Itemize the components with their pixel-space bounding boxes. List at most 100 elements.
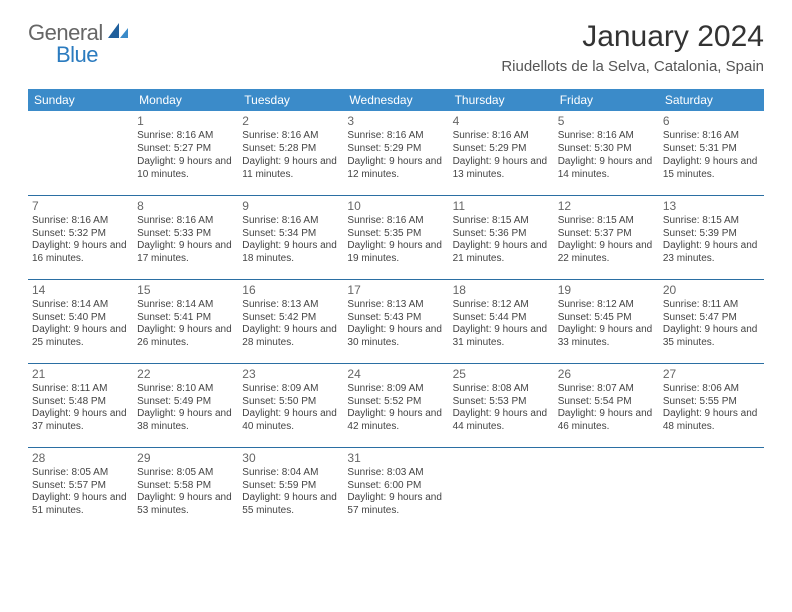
calendar-day-cell: 25Sunrise: 8:08 AMSunset: 5:53 PMDayligh… [449,363,554,447]
day-info-line: Sunset: 5:34 PM [242,228,339,241]
day-info-line: Daylight: 9 hours and 25 minutes. [32,324,129,350]
day-info-line: Sunset: 5:49 PM [137,396,234,409]
day-number: 27 [663,367,760,382]
calendar-day-cell: 14Sunrise: 8:14 AMSunset: 5:40 PMDayligh… [28,279,133,363]
day-info-line: Daylight: 9 hours and 18 minutes. [242,240,339,266]
day-info-line: Daylight: 9 hours and 33 minutes. [558,324,655,350]
day-info-line: Sunset: 5:50 PM [242,396,339,409]
day-info-line: Sunrise: 8:15 AM [453,215,550,228]
day-info-line: Sunset: 5:48 PM [32,396,129,409]
day-info-line: Sunset: 5:58 PM [137,480,234,493]
day-info-line: Sunset: 5:29 PM [453,143,550,156]
day-info-line: Daylight: 9 hours and 10 minutes. [137,156,234,182]
calendar-week-row: 21Sunrise: 8:11 AMSunset: 5:48 PMDayligh… [28,363,764,447]
day-info-line: Sunrise: 8:12 AM [558,299,655,312]
day-number: 26 [558,367,655,382]
day-header: Thursday [449,89,554,111]
day-info-line: Sunrise: 8:14 AM [137,299,234,312]
day-header: Tuesday [238,89,343,111]
day-info-line: Sunset: 5:27 PM [137,143,234,156]
day-info-line: Sunrise: 8:11 AM [32,383,129,396]
calendar-day-cell: 23Sunrise: 8:09 AMSunset: 5:50 PMDayligh… [238,363,343,447]
day-info-line: Sunset: 5:32 PM [32,228,129,241]
day-number: 14 [32,283,129,298]
calendar-day-cell: 5Sunrise: 8:16 AMSunset: 5:30 PMDaylight… [554,111,659,195]
day-number: 10 [347,199,444,214]
day-info-line: Sunrise: 8:13 AM [347,299,444,312]
calendar-day-cell: 10Sunrise: 8:16 AMSunset: 5:35 PMDayligh… [343,195,448,279]
day-info-line: Daylight: 9 hours and 35 minutes. [663,324,760,350]
day-info-line: Sunrise: 8:09 AM [242,383,339,396]
day-info-line: Sunset: 5:57 PM [32,480,129,493]
day-header: Saturday [659,89,764,111]
calendar-day-cell [659,447,764,531]
day-number: 25 [453,367,550,382]
day-info-line: Sunrise: 8:08 AM [453,383,550,396]
day-info-line: Sunset: 5:45 PM [558,312,655,325]
calendar-day-cell: 4Sunrise: 8:16 AMSunset: 5:29 PMDaylight… [449,111,554,195]
day-info-line: Sunset: 5:54 PM [558,396,655,409]
day-info-line: Daylight: 9 hours and 55 minutes. [242,492,339,518]
calendar-day-cell: 7Sunrise: 8:16 AMSunset: 5:32 PMDaylight… [28,195,133,279]
day-header: Wednesday [343,89,448,111]
day-number: 16 [242,283,339,298]
day-number: 28 [32,451,129,466]
day-info-line: Sunrise: 8:16 AM [137,130,234,143]
day-info-line: Sunset: 5:47 PM [663,312,760,325]
day-header: Monday [133,89,238,111]
day-number: 30 [242,451,339,466]
day-info-line: Sunset: 5:28 PM [242,143,339,156]
day-number: 8 [137,199,234,214]
day-number: 1 [137,114,234,129]
day-info-line: Sunrise: 8:13 AM [242,299,339,312]
day-info-line: Sunset: 5:37 PM [558,228,655,241]
day-number: 4 [453,114,550,129]
day-info-line: Sunrise: 8:07 AM [558,383,655,396]
day-info-line: Sunset: 5:52 PM [347,396,444,409]
day-info-line: Sunrise: 8:16 AM [347,130,444,143]
day-info-line: Sunset: 5:41 PM [137,312,234,325]
day-info-line: Daylight: 9 hours and 12 minutes. [347,156,444,182]
day-info-line: Sunset: 5:36 PM [453,228,550,241]
calendar-day-cell [28,111,133,195]
day-info-line: Sunrise: 8:15 AM [558,215,655,228]
day-info-line: Daylight: 9 hours and 23 minutes. [663,240,760,266]
day-info-line: Sunrise: 8:16 AM [453,130,550,143]
day-info-line: Daylight: 9 hours and 40 minutes. [242,408,339,434]
day-info-line: Daylight: 9 hours and 17 minutes. [137,240,234,266]
day-number: 19 [558,283,655,298]
calendar-day-cell: 17Sunrise: 8:13 AMSunset: 5:43 PMDayligh… [343,279,448,363]
location-text: Riudellots de la Selva, Catalonia, Spain [501,58,764,75]
calendar-day-cell: 12Sunrise: 8:15 AMSunset: 5:37 PMDayligh… [554,195,659,279]
calendar-day-cell: 16Sunrise: 8:13 AMSunset: 5:42 PMDayligh… [238,279,343,363]
day-info-line: Sunset: 5:59 PM [242,480,339,493]
day-info-line: Sunset: 5:29 PM [347,143,444,156]
calendar-day-cell: 21Sunrise: 8:11 AMSunset: 5:48 PMDayligh… [28,363,133,447]
day-info-line: Sunrise: 8:16 AM [347,215,444,228]
day-info-line: Daylight: 9 hours and 53 minutes. [137,492,234,518]
day-info-line: Sunset: 5:35 PM [347,228,444,241]
day-info-line: Daylight: 9 hours and 31 minutes. [453,324,550,350]
day-number: 23 [242,367,339,382]
calendar-day-cell: 6Sunrise: 8:16 AMSunset: 5:31 PMDaylight… [659,111,764,195]
calendar-day-cell: 9Sunrise: 8:16 AMSunset: 5:34 PMDaylight… [238,195,343,279]
day-info-line: Sunrise: 8:05 AM [137,467,234,480]
day-info-line: Sunset: 5:44 PM [453,312,550,325]
calendar-day-cell: 19Sunrise: 8:12 AMSunset: 5:45 PMDayligh… [554,279,659,363]
day-info-line: Daylight: 9 hours and 30 minutes. [347,324,444,350]
day-info-line: Daylight: 9 hours and 14 minutes. [558,156,655,182]
day-info-line: Sunrise: 8:14 AM [32,299,129,312]
day-info-line: Daylight: 9 hours and 48 minutes. [663,408,760,434]
day-info-line: Sunrise: 8:16 AM [558,130,655,143]
calendar-day-cell: 22Sunrise: 8:10 AMSunset: 5:49 PMDayligh… [133,363,238,447]
day-info-line: Daylight: 9 hours and 13 minutes. [453,156,550,182]
day-number: 12 [558,199,655,214]
day-number: 3 [347,114,444,129]
calendar-day-cell: 18Sunrise: 8:12 AMSunset: 5:44 PMDayligh… [449,279,554,363]
day-number: 2 [242,114,339,129]
calendar-day-cell: 29Sunrise: 8:05 AMSunset: 5:58 PMDayligh… [133,447,238,531]
day-info-line: Daylight: 9 hours and 46 minutes. [558,408,655,434]
day-number: 15 [137,283,234,298]
calendar-day-cell: 15Sunrise: 8:14 AMSunset: 5:41 PMDayligh… [133,279,238,363]
day-info-line: Sunrise: 8:09 AM [347,383,444,396]
